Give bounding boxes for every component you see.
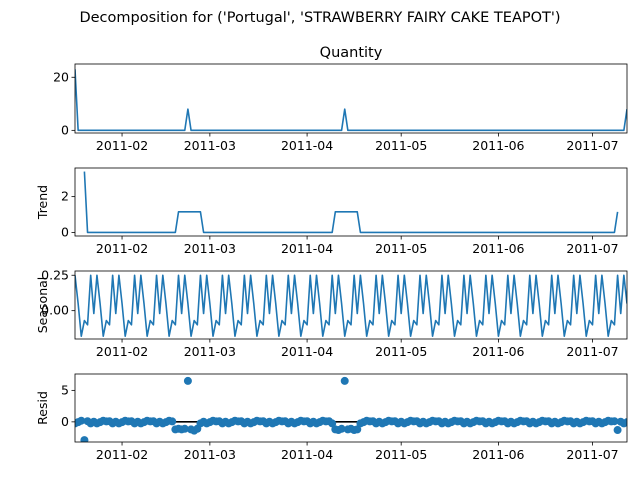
- x-tick-label: 2011-04: [281, 138, 333, 153]
- series-line-trend: [83, 171, 619, 234]
- resid-point: [180, 424, 189, 433]
- panel-title: Quantity: [320, 45, 383, 61]
- y-tick-label: 0: [61, 224, 69, 239]
- panel-seasonal: 0.25 0.00 2011-02 2011-03 2011-04 2011-05 2011…: [35, 267, 628, 359]
- axes-frame: [74, 373, 628, 443]
- y-tick-label: 5: [61, 382, 69, 397]
- y-tick-label: 0: [61, 414, 69, 429]
- resid-point: [80, 436, 89, 442]
- x-tick-label: 2011-03: [184, 241, 236, 256]
- resid-point: [340, 376, 349, 385]
- plot-area-trend: [83, 171, 619, 234]
- x-tick-label: 2011-07: [566, 447, 618, 462]
- x-tick-label: 2011-07: [566, 241, 618, 256]
- x-tick-label: 2011-02: [96, 447, 148, 462]
- panel-resid: 0 5 2011-02 2011-03 2011-04 2011-05 2011-06 201…: [35, 373, 628, 462]
- x-tick-label: 2011-07: [566, 344, 618, 359]
- x-tick-label: 2011-03: [184, 138, 236, 153]
- panel-observed: 0 20 2011-02 2011-03 2011-04 2011-05 2011-06 20…: [53, 45, 628, 153]
- resid-point: [623, 418, 627, 427]
- x-tick-label: 2011-03: [184, 344, 236, 359]
- y-tick-label: 2: [61, 189, 69, 204]
- y-tick-label: 0: [61, 122, 69, 137]
- resid-point: [337, 424, 346, 433]
- panel-trend: 0 2 2011-02 2011-03 2011-04 2011-05 2011-06 201…: [35, 167, 628, 256]
- axes-frame: [74, 270, 628, 340]
- x-tick-label: 2011-04: [281, 241, 333, 256]
- x-tick-label: 2011-06: [472, 344, 524, 359]
- x-tick-label: 2011-03: [184, 447, 236, 462]
- series-line-observed: [75, 69, 627, 132]
- y-tick-label: 0.25: [41, 267, 69, 282]
- x-tick-label: 2011-06: [472, 138, 524, 153]
- resid-point: [168, 417, 177, 426]
- x-tick-label: 2011-02: [96, 344, 148, 359]
- x-tick-label: 2011-04: [281, 447, 333, 462]
- resid-point: [183, 376, 192, 385]
- x-tick-label: 2011-02: [96, 138, 148, 153]
- plot-area-resid: [75, 376, 627, 442]
- x-tick-label: 2011-05: [375, 447, 427, 462]
- x-tick-label: 2011-05: [375, 138, 427, 153]
- x-tick-label: 2011-06: [472, 447, 524, 462]
- y-axis-label: Trend: [35, 185, 50, 220]
- y-tick-label: 20: [53, 69, 69, 84]
- x-tick-label: 2011-05: [375, 344, 427, 359]
- axes-frame: [74, 167, 628, 237]
- resid-point: [77, 416, 86, 425]
- x-tick-label: 2011-04: [281, 344, 333, 359]
- series-line-seasonal: [75, 274, 627, 337]
- resid-point: [610, 417, 619, 426]
- x-tick-label: 2011-07: [566, 138, 618, 153]
- x-tick-label: 2011-05: [375, 241, 427, 256]
- resid-point: [328, 419, 337, 428]
- resid-point: [613, 426, 622, 435]
- resid-point: [353, 425, 362, 434]
- x-tick-label: 2011-06: [472, 241, 524, 256]
- plot-area-observed: [75, 69, 627, 132]
- axes-frame: [74, 63, 628, 134]
- x-tick-label: 2011-02: [96, 241, 148, 256]
- y-axis-label: Seasonal: [35, 277, 50, 334]
- y-axis-label: Resid: [35, 391, 50, 425]
- figure-title: Decomposition for ('Portugal', 'STRAWBER…: [79, 10, 560, 26]
- y-tick-label: 0.00: [41, 303, 69, 318]
- plot-area-seasonal: [75, 274, 627, 337]
